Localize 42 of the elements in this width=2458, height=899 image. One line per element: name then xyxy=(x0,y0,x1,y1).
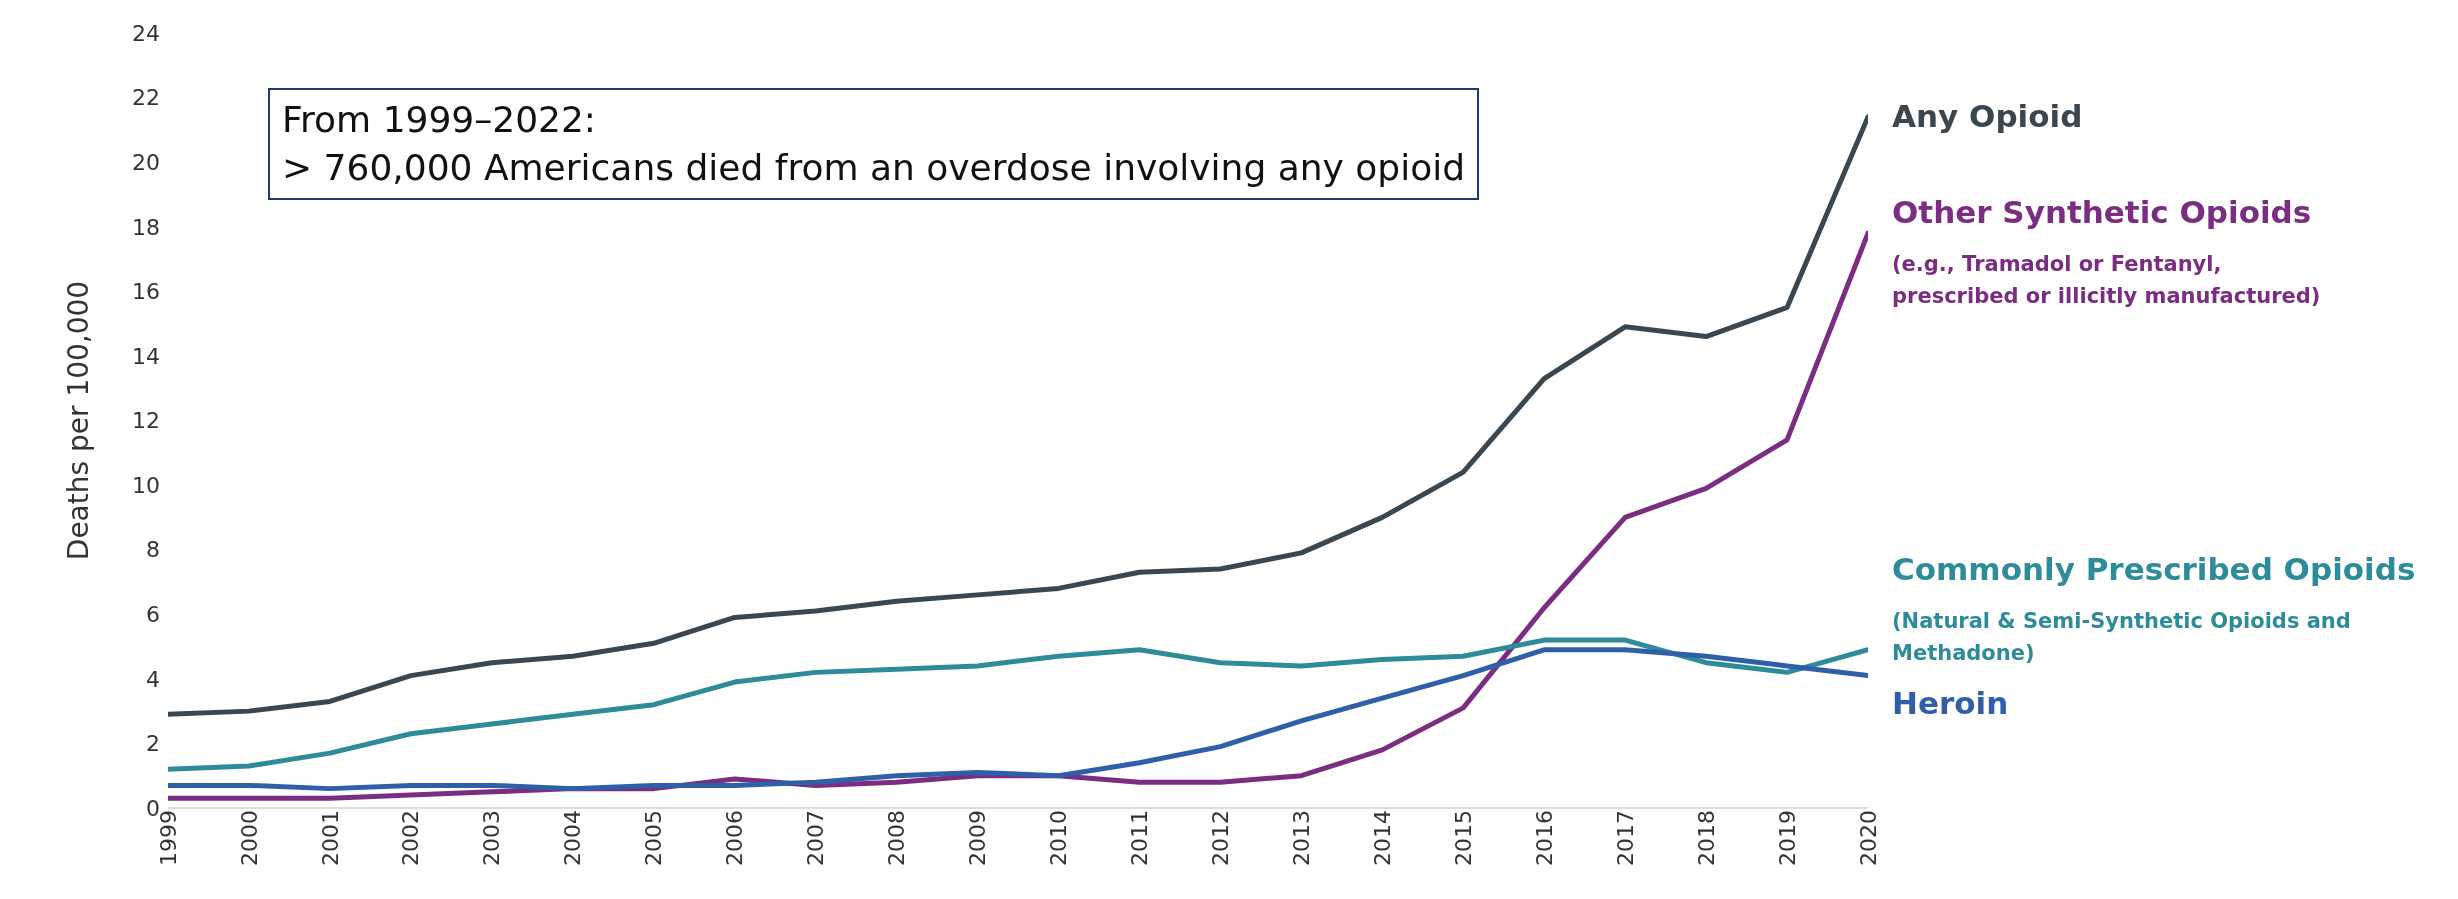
y-axis-title: Deaths per 100,000 xyxy=(61,280,95,561)
x-tick-label: 2000 xyxy=(236,810,262,866)
x-tick-label: 2010 xyxy=(1046,810,1072,866)
y-tick-label: 8 xyxy=(146,537,160,563)
x-tick-label: 2015 xyxy=(1450,810,1476,866)
y-tick-label: 24 xyxy=(132,20,160,46)
annotation: > 760,000 Americans died from an overdose involving any opioid xyxy=(282,146,1466,190)
y-tick-label: 2 xyxy=(146,731,160,757)
x-tick-label: 2018 xyxy=(1693,810,1719,866)
annotation: (Natural & Semi-Synthetic Opioids and Methadone) xyxy=(1892,608,2351,665)
x-tick-label: 2006 xyxy=(722,810,748,866)
x-tick-label: 2005 xyxy=(641,810,667,866)
annotation: From 1999–2022: xyxy=(282,98,597,142)
text: Commonly Prescribed Opioids xyxy=(1892,550,2416,587)
x-tick-label: 2017 xyxy=(1612,810,1638,866)
y-tick-label: 20 xyxy=(132,149,160,175)
x-tick-label: 2014 xyxy=(1369,810,1395,866)
annotation: (e.g., Tramadol or Fentanyl, prescribed or illicitly manufactured) xyxy=(1892,252,2321,309)
x-tick-label: 2003 xyxy=(479,810,505,866)
x-tick-label: 2016 xyxy=(1531,810,1557,866)
series-label: Heroin xyxy=(1892,684,2009,721)
x-tick-label: 2009 xyxy=(965,810,991,866)
y-tick-label: 18 xyxy=(132,214,160,240)
x-tick-label: 2011 xyxy=(1127,810,1153,866)
x-tick-label: 2020 xyxy=(1855,810,1881,866)
y-tick-label: 10 xyxy=(132,472,160,498)
y-tick-label: 4 xyxy=(146,666,160,692)
x-tick-label: 2004 xyxy=(560,810,586,866)
x-tick-label: 2008 xyxy=(884,810,910,866)
y-tick-label: 14 xyxy=(132,343,160,369)
x-tick-label: 2013 xyxy=(1288,810,1314,866)
series-label: Any Opioid xyxy=(1892,97,2083,134)
y-tick-label: 22 xyxy=(132,85,160,111)
y-tick-label: 6 xyxy=(146,602,160,628)
x-tick-label: 2001 xyxy=(317,810,343,866)
y-tick-label: 16 xyxy=(132,279,160,305)
series-label: Other Synthetic Opioids xyxy=(1892,194,2312,231)
x-tick-label: 2007 xyxy=(803,810,829,866)
x-tick-label: 2019 xyxy=(1774,810,1800,866)
x-tick-label: 2012 xyxy=(1208,810,1233,866)
y-tick-label: 12 xyxy=(132,408,160,434)
x-tick-label: 2002 xyxy=(398,810,424,866)
